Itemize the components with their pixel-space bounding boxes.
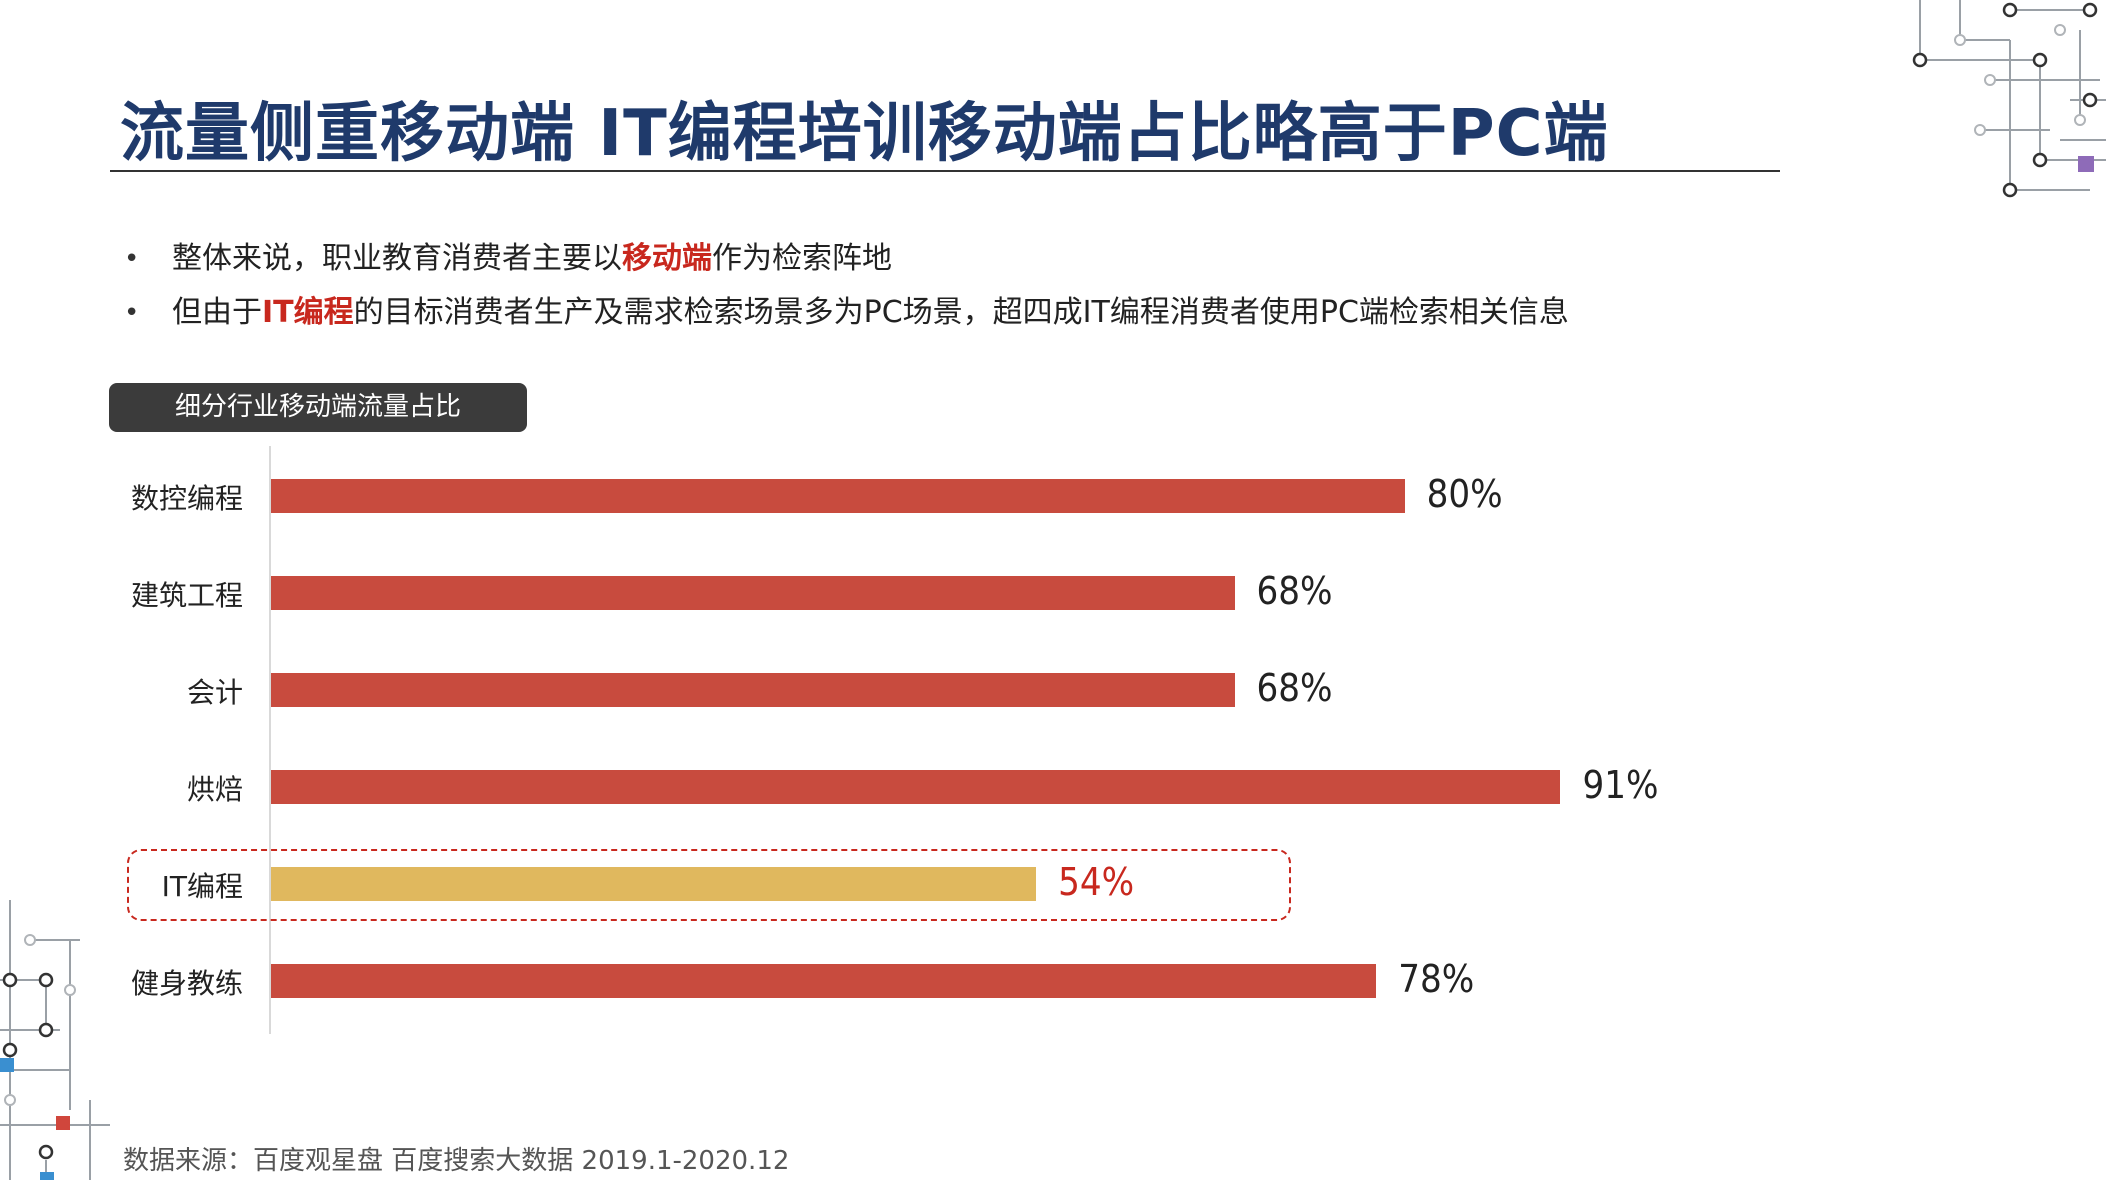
bar: [271, 479, 1405, 513]
category-label: 会计: [186, 676, 243, 709]
chart-title-tag: 细分行业移动端流量占比: [109, 383, 527, 432]
bullet-2-highlight: IT编程: [262, 295, 354, 330]
circuit-decoration-top-right: [1912, 0, 2106, 198]
bullet-dot-icon: •: [124, 298, 140, 328]
bar: [271, 576, 1235, 610]
bullet-1-text: 整体来说，职业教育消费者主要以: [172, 241, 622, 276]
value-label: 68%: [1256, 569, 1333, 613]
bullet-2-text-end: 的目标消费者生产及需求检索场景多为PC场景，超四成IT编程消费者使用PC端检索相…: [353, 295, 1569, 330]
category-label: IT编程: [161, 870, 243, 903]
value-label: 80%: [1426, 472, 1503, 516]
bar: [271, 867, 1037, 901]
value-label: 68%: [1256, 666, 1333, 710]
highlight-box: [127, 849, 1291, 921]
bar: [271, 673, 1235, 707]
bullet-list: • 整体来说，职业教育消费者主要以移动端作为检索阵地 • 但由于IT编程的目标消…: [120, 232, 1569, 340]
page-title: 流量侧重移动端 IT编程培训移动端占比略高于PC端: [120, 97, 1609, 171]
category-label: 健身教练: [130, 967, 243, 1000]
data-source-note: 数据来源：百度观星盘 百度搜索大数据 2019.1-2020.12: [123, 1146, 790, 1176]
bullet-item-1: • 整体来说，职业教育消费者主要以移动端作为检索阵地: [120, 232, 1569, 286]
value-label: 78%: [1398, 957, 1475, 1001]
bullet-item-2: • 但由于IT编程的目标消费者生产及需求检索场景多为PC场景，超四成IT编程消费…: [120, 286, 1569, 340]
bullet-2-text: 但由于: [172, 295, 262, 330]
bar: [271, 964, 1377, 998]
category-label: 数控编程: [130, 482, 243, 515]
category-label: 建筑工程: [130, 579, 243, 612]
title-divider: [110, 170, 1780, 172]
bar: [271, 770, 1561, 804]
value-label: 91%: [1582, 763, 1659, 807]
circuit-decoration-bottom-left: [0, 900, 110, 1180]
bullet-1-highlight: 移动端: [622, 241, 712, 276]
bullet-dot-icon: •: [124, 244, 140, 274]
category-label: 烘焙: [186, 773, 243, 806]
chart-axis-line: [269, 446, 271, 1034]
value-label: 54%: [1058, 860, 1135, 904]
bullet-1-text-end: 作为检索阵地: [712, 241, 892, 276]
